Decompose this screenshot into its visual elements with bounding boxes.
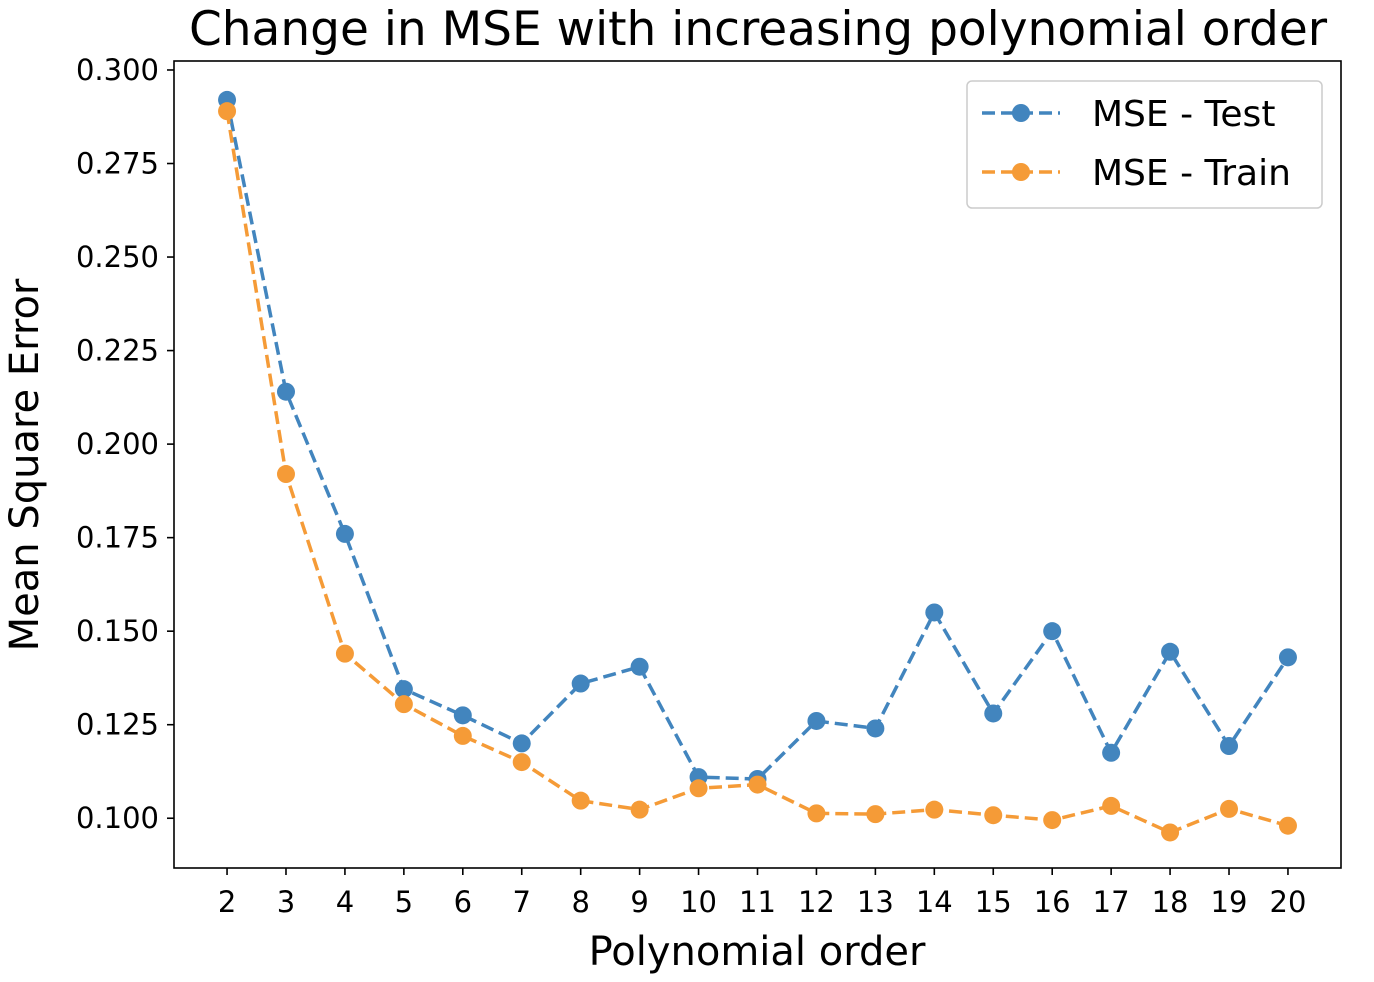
legend-label-test: MSE - Test bbox=[1092, 94, 1275, 135]
data-point-train bbox=[512, 753, 531, 772]
data-point-train bbox=[1102, 796, 1121, 815]
y-tick-label: 0.200 bbox=[76, 427, 159, 461]
x-tick-label: 17 bbox=[1093, 885, 1130, 919]
x-tick-label: 8 bbox=[571, 885, 589, 919]
x-tick-label: 20 bbox=[1270, 885, 1307, 919]
series-layer bbox=[218, 90, 1297, 842]
data-point-test bbox=[453, 706, 472, 725]
x-tick-label: 6 bbox=[454, 885, 472, 919]
x-tick-label: 11 bbox=[739, 885, 776, 919]
y-tick-label: 0.275 bbox=[76, 147, 159, 181]
data-point-train bbox=[571, 791, 590, 810]
data-point-train bbox=[1043, 811, 1062, 830]
y-tick-label: 0.225 bbox=[76, 334, 159, 368]
data-point-test bbox=[512, 734, 531, 753]
x-tick-label: 3 bbox=[277, 885, 295, 919]
x-tick-label: 14 bbox=[916, 885, 953, 919]
x-tick-label: 16 bbox=[1034, 885, 1071, 919]
data-point-train bbox=[218, 102, 237, 121]
data-point-train bbox=[335, 644, 354, 663]
y-tick-label: 0.300 bbox=[76, 53, 159, 87]
data-point-train bbox=[1220, 799, 1239, 818]
data-point-train bbox=[689, 779, 708, 798]
legend: MSE - Test MSE - Train bbox=[966, 80, 1323, 209]
data-point-test bbox=[571, 674, 590, 693]
data-point-test bbox=[276, 382, 295, 401]
x-tick-label: 15 bbox=[975, 885, 1012, 919]
data-point-train bbox=[807, 804, 826, 823]
data-point-train bbox=[866, 805, 885, 824]
legend-label-train: MSE - Train bbox=[1092, 153, 1291, 194]
x-tick-label: 19 bbox=[1211, 885, 1248, 919]
y-tick-label: 0.150 bbox=[76, 614, 159, 648]
data-point-test bbox=[1161, 642, 1180, 661]
data-point-test bbox=[1043, 622, 1062, 641]
data-point-train bbox=[394, 695, 413, 714]
y-axis: 0.100 0.125 0.150 0.175 0.200 0.225 0.250 0.275… bbox=[76, 53, 174, 835]
legend-marker-test bbox=[1012, 104, 1030, 122]
y-tick-label: 0.125 bbox=[76, 708, 159, 742]
x-tick-label: 9 bbox=[630, 885, 648, 919]
y-tick-label: 0.250 bbox=[76, 240, 159, 274]
y-tick-label: 0.175 bbox=[76, 521, 159, 555]
x-tick-label: 13 bbox=[857, 885, 894, 919]
x-tick-label: 18 bbox=[1152, 885, 1189, 919]
y-tick-label: 0.100 bbox=[76, 801, 159, 835]
data-point-train bbox=[630, 800, 649, 819]
data-point-test bbox=[984, 704, 1003, 723]
data-point-test bbox=[335, 524, 354, 543]
legend-box bbox=[966, 80, 1323, 209]
data-point-test bbox=[807, 711, 826, 730]
x-tick-label: 5 bbox=[395, 885, 413, 919]
data-point-test bbox=[630, 657, 649, 676]
x-axis: 2 3 4 5 6 7 8 9 10 11 12 13 14 15 16 17 18 19 20 bbox=[218, 868, 1307, 919]
data-point-train bbox=[748, 775, 767, 794]
x-tick-label: 2 bbox=[218, 885, 236, 919]
x-tick-label: 7 bbox=[513, 885, 531, 919]
legend-marker-train bbox=[1012, 163, 1030, 181]
data-point-train bbox=[984, 806, 1003, 825]
data-point-test bbox=[1102, 743, 1121, 762]
data-point-test bbox=[866, 719, 885, 738]
data-point-train bbox=[1278, 816, 1297, 835]
x-tick-label: 10 bbox=[680, 885, 717, 919]
x-axis-label: Polynomial order bbox=[589, 929, 926, 975]
x-tick-label: 12 bbox=[798, 885, 835, 919]
chart-title: Change in MSE with increasing polynomial… bbox=[189, 2, 1328, 57]
data-point-test bbox=[925, 603, 944, 622]
data-point-train bbox=[276, 465, 295, 484]
series-train bbox=[218, 102, 1297, 842]
data-point-test bbox=[394, 680, 413, 699]
data-point-train bbox=[1161, 823, 1180, 842]
data-point-test bbox=[1220, 737, 1239, 756]
data-point-train bbox=[925, 800, 944, 819]
data-point-train bbox=[453, 726, 472, 745]
data-point-test bbox=[1278, 648, 1297, 667]
y-axis-label: Mean Square Error bbox=[2, 278, 48, 651]
x-tick-label: 4 bbox=[336, 885, 354, 919]
